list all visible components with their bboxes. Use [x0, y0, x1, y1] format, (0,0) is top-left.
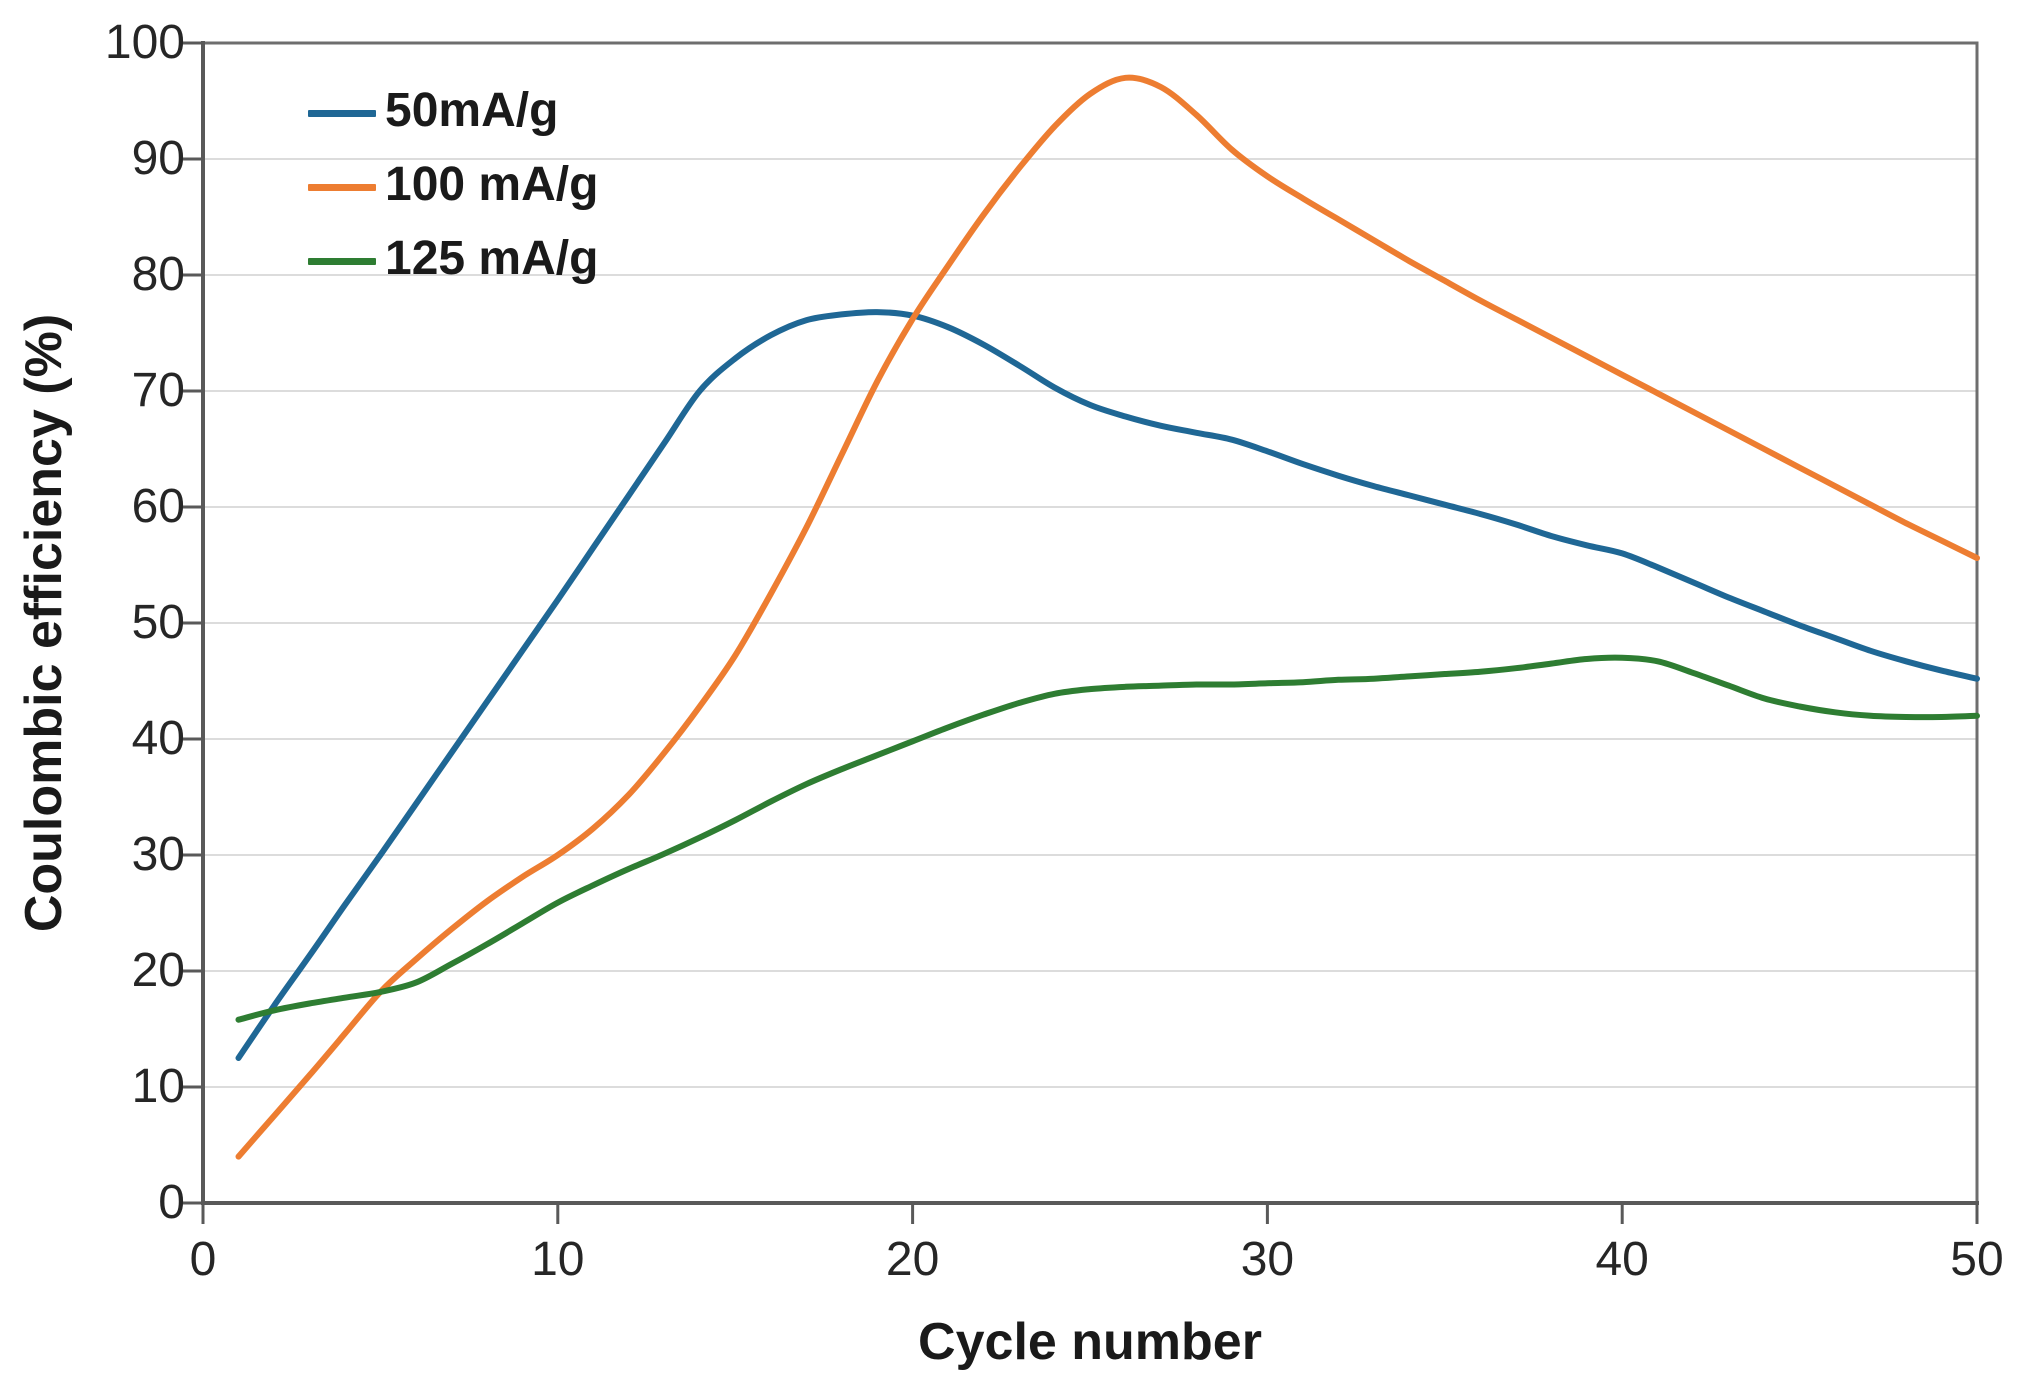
legend-swatch-line	[308, 257, 376, 265]
legend: 50mA/g 100 mA/g 125 mA/g	[308, 76, 598, 298]
x-tick-label-10: 10	[531, 1233, 585, 1286]
legend-item: 125 mA/g	[308, 224, 598, 298]
x-tick-label-50: 50	[1950, 1233, 2004, 1286]
y-tick-label-70: 70	[131, 364, 185, 417]
y-tick-label-0: 0	[158, 1176, 185, 1229]
legend-swatch-line	[308, 183, 376, 191]
legend-item: 100 mA/g	[308, 150, 598, 224]
series-line-50mA-g	[235, 309, 1980, 1061]
legend-label: 100 mA/g	[385, 158, 599, 211]
y-tick-label-60: 60	[131, 480, 185, 533]
series-line-100-mA-g	[235, 74, 1980, 1160]
y-tick-label-100: 100	[104, 16, 185, 69]
x-tick-label-30: 30	[1240, 1233, 1295, 1286]
y-tick-label-40: 40	[131, 712, 185, 765]
y-tick-label-30: 30	[131, 828, 185, 881]
y-tick-label-50: 50	[131, 596, 185, 649]
legend-label: 50mA/g	[385, 84, 559, 137]
legend-label: 125 mA/g	[385, 232, 599, 285]
y-tick-label-80: 80	[131, 248, 185, 301]
y-tick-label-10: 10	[131, 1060, 185, 1113]
x-tick-label-20: 20	[885, 1233, 940, 1286]
legend-swatch-line	[308, 109, 376, 117]
x-tick-label-40: 40	[1595, 1233, 1649, 1286]
series-line-125-mA-g	[235, 654, 1980, 1023]
y-tick-label-90: 90	[131, 132, 185, 185]
x-tick-label-0: 0	[189, 1233, 217, 1286]
legend-item: 50mA/g	[308, 76, 598, 150]
y-tick-label-20: 20	[131, 944, 185, 997]
x-axis-title: Cycle number	[918, 1313, 1262, 1371]
